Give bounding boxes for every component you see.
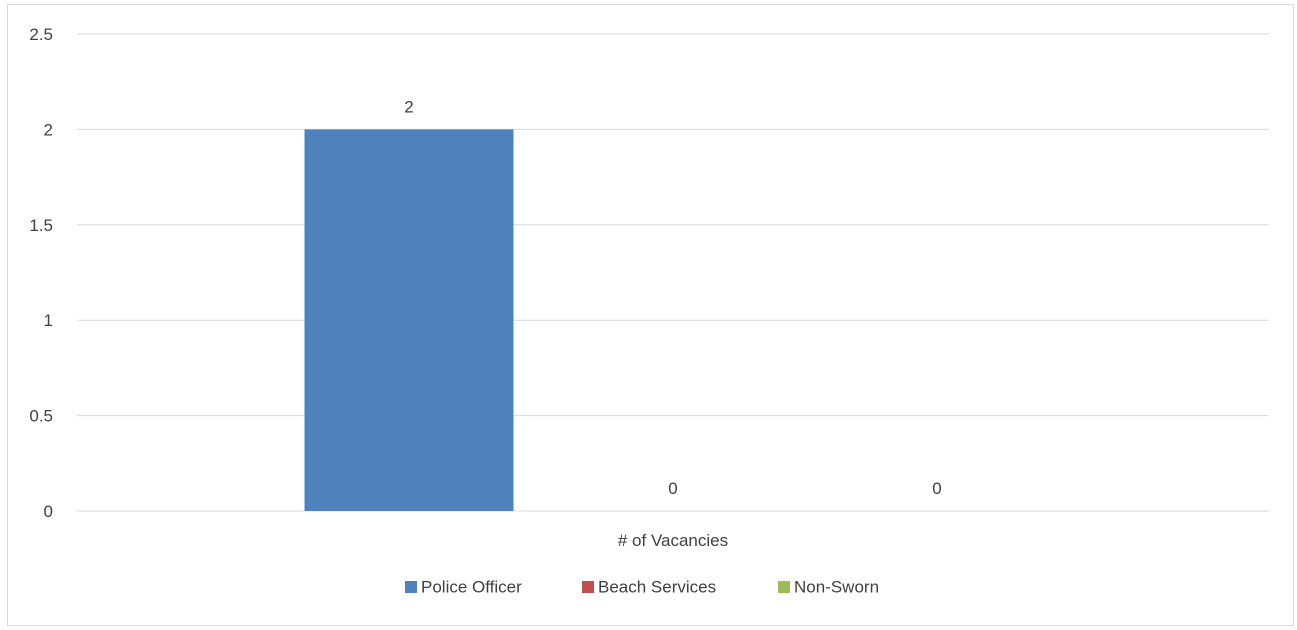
- legend-label: Non-Sworn: [794, 578, 879, 597]
- data-label: 0: [668, 479, 677, 498]
- bar-police-officer: [304, 129, 514, 511]
- legend-item: Non-Sworn: [778, 578, 879, 597]
- y-tick-label: 1: [44, 311, 53, 330]
- legend-swatch: [582, 581, 594, 593]
- y-tick-label: 1.5: [29, 216, 53, 235]
- y-tick-label: 0: [44, 502, 53, 521]
- x-axis-categories: # of Vacancies: [618, 531, 728, 550]
- bars: [304, 129, 514, 511]
- data-labels: 2 0 0: [404, 97, 941, 498]
- x-category-label: # of Vacancies: [618, 531, 728, 550]
- legend-swatch: [405, 581, 417, 593]
- legend-item: Police Officer: [405, 578, 522, 597]
- legend-item: Beach Services: [582, 578, 716, 597]
- y-tick-label: 2.5: [29, 25, 53, 44]
- data-label: 2: [404, 97, 413, 116]
- bar-chart: 0 0.5 1 1.5 2 2.5 2 0 0 # of Vacancies Police O…: [29, 25, 1269, 597]
- y-tick-label: 2: [44, 120, 53, 139]
- legend: Police Officer Beach Services Non-Sworn: [405, 578, 879, 597]
- legend-label: Beach Services: [598, 578, 716, 597]
- y-axis-ticks: 0 0.5 1 1.5 2 2.5: [29, 25, 53, 521]
- gridlines: [77, 33, 1269, 512]
- data-label: 0: [932, 479, 941, 498]
- chart-frame: 0 0.5 1 1.5 2 2.5 2 0 0 # of Vacancies Police O…: [7, 4, 1294, 626]
- legend-label: Police Officer: [421, 578, 522, 597]
- legend-swatch: [778, 581, 790, 593]
- y-tick-label: 0.5: [29, 407, 53, 426]
